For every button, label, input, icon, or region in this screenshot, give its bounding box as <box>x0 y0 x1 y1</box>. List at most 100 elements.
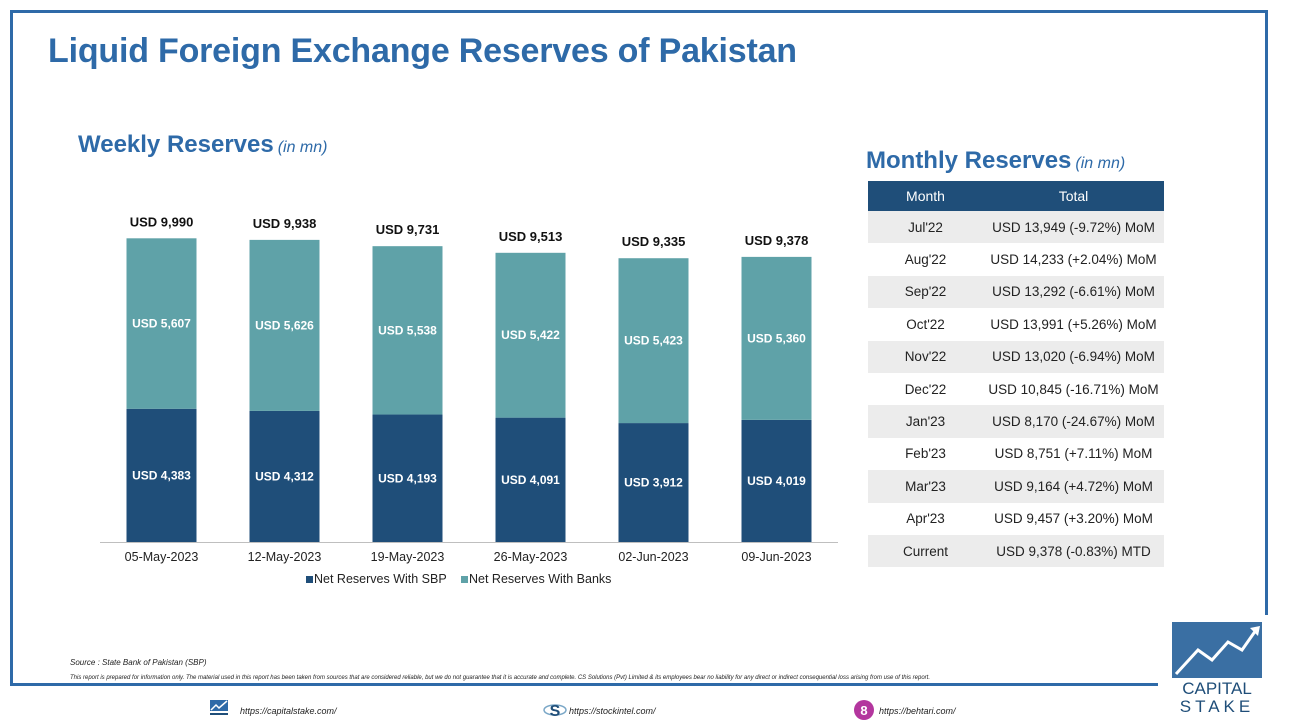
frame-right-border <box>1265 10 1268 615</box>
data-label-sbp: USD 4,312 <box>255 469 314 483</box>
legend-swatch-sbp <box>306 576 313 583</box>
total-label: USD 9,731 <box>376 222 440 237</box>
legend-label-banks: Net Reserves With Banks <box>469 572 611 586</box>
source-note: Source : State Bank of Pakistan (SBP) <box>70 658 207 667</box>
svg-text:S: S <box>550 703 561 720</box>
bar-banks <box>618 258 689 424</box>
x-tick-label: 02-Jun-2023 <box>618 550 688 564</box>
row-month: Aug'22 <box>868 243 983 276</box>
x-tick-label: 05-May-2023 <box>125 550 199 564</box>
bar-sbp <box>126 408 197 542</box>
header-month: Month <box>868 181 983 211</box>
legend-swatch-banks <box>461 576 468 583</box>
row-total: USD 13,020 (-6.94%) MoM <box>983 340 1164 373</box>
header-total: Total <box>983 181 1164 211</box>
table-row: Feb'23 USD 8,751 (+7.11%) MoM <box>868 437 1164 471</box>
row-month: Apr'23 <box>868 502 983 535</box>
bar-banks <box>741 256 812 420</box>
data-label-banks: USD 5,360 <box>747 331 806 345</box>
total-label: USD 9,990 <box>130 214 194 229</box>
logo-text-capital: CAPITAL <box>1182 679 1252 698</box>
monthly-reserves-title: Monthly Reserves (in mn) <box>866 147 1125 175</box>
monthly-reserves-table: Month Total Jul'22 USD 13,949 (-9.72%) Mo… <box>868 181 1164 568</box>
row-total: USD 9,378 (-0.83%) MTD <box>983 534 1164 568</box>
table-row: Sep'22 USD 13,292 (-6.61%) MoM <box>868 275 1164 309</box>
total-label: USD 9,938 <box>253 216 317 231</box>
capital-stake-logo: CAPITAL STAKE <box>1172 622 1262 716</box>
row-month: Jul'22 <box>868 211 983 244</box>
x-tick-label: 26-May-2023 <box>494 550 568 564</box>
data-label-sbp: USD 4,193 <box>378 471 437 485</box>
row-total: USD 9,457 (+3.20%) MoM <box>983 502 1164 535</box>
total-label: USD 9,378 <box>745 233 809 248</box>
capitalstake-mini-logo-icon <box>210 700 228 715</box>
behtari-logo-icon: 8 <box>854 700 874 720</box>
x-tick-label: 19-May-2023 <box>371 550 445 564</box>
page-title: Liquid Foreign Exchange Reserves of Paki… <box>48 32 797 70</box>
monthly-title-text: Monthly Reserves <box>866 147 1072 174</box>
row-month: Nov'22 <box>868 340 983 373</box>
table-row: Jul'22 USD 13,949 (-9.72%) MoM <box>868 211 1164 244</box>
weekly-title-text: Weekly Reserves <box>78 131 274 158</box>
row-total: USD 9,164 (+4.72%) MoM <box>983 470 1164 503</box>
behtari-link[interactable]: https://behtari.com/ <box>879 706 956 716</box>
weekly-unit: (in mn) <box>277 139 328 156</box>
bar-sbp <box>372 414 443 542</box>
x-tick-label: 12-May-2023 <box>248 550 322 564</box>
row-month: Current <box>868 534 983 568</box>
table-row: Dec'22 USD 10,845 (-16.71%) MoM <box>868 372 1164 406</box>
row-total: USD 14,233 (+2.04%) MoM <box>983 243 1164 276</box>
total-label: USD 9,335 <box>622 234 686 249</box>
table-row: Jan'23 USD 8,170 (-24.67%) MoM <box>868 405 1164 438</box>
data-label-sbp: USD 3,912 <box>624 476 683 490</box>
data-label-sbp: USD 4,383 <box>132 468 191 482</box>
data-label-banks: USD 5,538 <box>378 323 437 337</box>
row-total: USD 10,845 (-16.71%) MoM <box>983 372 1164 406</box>
row-total: USD 13,949 (-9.72%) MoM <box>983 211 1164 244</box>
frame-top-border <box>10 10 1268 13</box>
bar-banks <box>126 238 197 409</box>
row-month: Sep'22 <box>868 275 983 309</box>
monthly-unit: (in mn) <box>1075 155 1126 172</box>
x-tick-label: 09-Jun-2023 <box>741 550 811 564</box>
table-row: Nov'22 USD 13,020 (-6.94%) MoM <box>868 340 1164 373</box>
data-label-banks: USD 5,626 <box>255 318 314 332</box>
disclaimer: This report is prepared for information … <box>70 675 930 681</box>
bar-sbp <box>249 410 320 542</box>
legend-label-sbp: Net Reserves With SBP <box>314 572 447 586</box>
data-label-sbp: USD 4,091 <box>501 473 560 487</box>
stockintel-link[interactable]: https://stockintel.com/ <box>569 706 656 716</box>
total-label: USD 9,513 <box>499 229 563 244</box>
capitalstake-link[interactable]: https://capitalstake.com/ <box>240 706 337 716</box>
svg-text:8: 8 <box>860 703 867 718</box>
stockintel-logo-icon: S <box>543 703 567 720</box>
bar-banks <box>249 239 320 411</box>
frame-bottom-border <box>10 683 1158 686</box>
data-label-sbp: USD 4,019 <box>747 474 806 488</box>
row-month: Feb'23 <box>868 437 983 471</box>
bar-sbp <box>495 417 566 542</box>
row-month: Dec'22 <box>868 372 983 406</box>
row-month: Oct'22 <box>868 308 983 341</box>
bar-banks <box>495 252 566 418</box>
table-row: Aug'22 USD 14,233 (+2.04%) MoM <box>868 243 1164 276</box>
table-row: Apr'23 USD 9,457 (+3.20%) MoM <box>868 502 1164 535</box>
row-month: Mar'23 <box>868 470 983 503</box>
row-total: USD 13,991 (+5.26%) MoM <box>983 308 1164 341</box>
table-row: Mar'23 USD 9,164 (+4.72%) MoM <box>868 470 1164 503</box>
table-row: Current USD 9,378 (-0.83%) MTD <box>868 534 1164 568</box>
data-label-banks: USD 5,423 <box>624 334 683 348</box>
weekly-reserves-title: Weekly Reserves (in mn) <box>78 131 327 159</box>
bar-sbp <box>618 423 689 542</box>
table-row: Oct'22 USD 13,991 (+5.26%) MoM <box>868 308 1164 341</box>
logo-text-stake: STAKE <box>1180 697 1254 716</box>
bar-sbp <box>741 419 812 542</box>
row-total: USD 8,170 (-24.67%) MoM <box>983 405 1164 438</box>
frame-left-border <box>10 10 13 686</box>
row-month: Jan'23 <box>868 405 983 438</box>
weekly-reserves-chart: USD 4,383 USD 5,607 USD 9,990 05-May-2023 US… <box>100 214 838 586</box>
data-label-banks: USD 5,607 <box>132 317 191 331</box>
row-total: USD 13,292 (-6.61%) MoM <box>983 275 1164 309</box>
data-label-banks: USD 5,422 <box>501 328 560 342</box>
table-header-row: Month Total <box>868 181 1164 211</box>
